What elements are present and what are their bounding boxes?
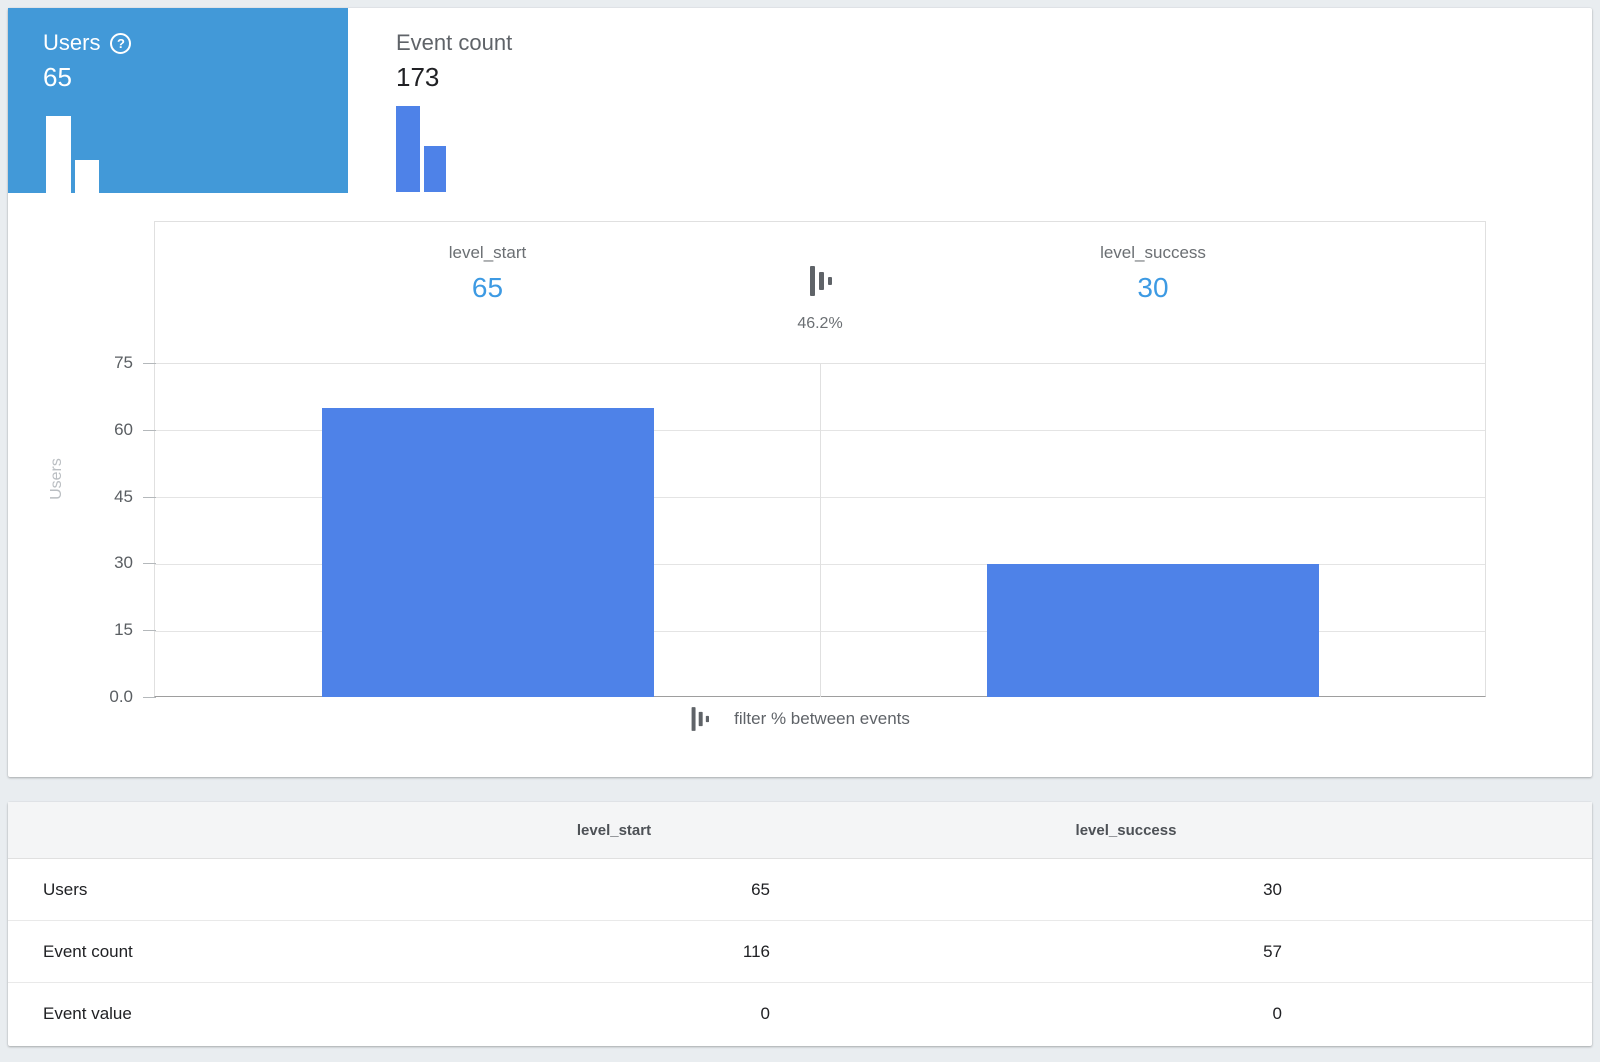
row-label: Event value bbox=[43, 1003, 132, 1023]
filter-note-label: filter % between events bbox=[734, 709, 910, 728]
funnel-step-value: 30 bbox=[1137, 272, 1169, 303]
table-row: Event count 116 57 bbox=[8, 921, 1592, 983]
y-axis-tick: 45 bbox=[114, 487, 133, 506]
metric-card-users-value: 65 bbox=[43, 62, 72, 92]
table-header-level-success: level_success bbox=[1075, 821, 1177, 839]
y-axis-tick: 30 bbox=[114, 553, 133, 572]
cell-value: 0 bbox=[760, 1003, 770, 1023]
bar-chart-plot-area bbox=[155, 364, 1485, 697]
table-row: Event value 0 0 bbox=[8, 983, 1592, 1044]
funnel-step-level-start: level_start 65 bbox=[155, 222, 820, 304]
events-table-panel: level_start level_success Users 65 30 Ev… bbox=[8, 802, 1592, 1046]
cell-value: 0 bbox=[1272, 1003, 1282, 1023]
metric-card-event-count-title: Event count bbox=[396, 30, 513, 55]
y-axis-tick: 60 bbox=[114, 420, 133, 439]
column-divider-gridline bbox=[820, 364, 821, 697]
row-label: Users bbox=[43, 879, 88, 899]
filter-bars-icon bbox=[810, 266, 832, 296]
bar-level-success[interactable] bbox=[987, 563, 1319, 697]
metric-card-event-count-value: 173 bbox=[396, 62, 440, 92]
y-axis-tick-mark bbox=[143, 563, 156, 564]
filter-note: filter % between events bbox=[8, 703, 1592, 735]
funnel-chart: level_start 65 46.2% level_success 30 bbox=[154, 221, 1486, 697]
funnel-step-name: level_start bbox=[448, 243, 527, 262]
funnel-step-name: level_success bbox=[1100, 243, 1206, 262]
metric-card-users[interactable]: Users ? 65 bbox=[8, 8, 348, 197]
funnel-step-value: 65 bbox=[471, 272, 504, 303]
y-axis-tick: 0.0 bbox=[109, 687, 133, 706]
cell-value: 30 bbox=[1263, 879, 1282, 899]
bar-level-start[interactable] bbox=[322, 408, 654, 697]
help-icon[interactable]: ? bbox=[110, 32, 132, 54]
table-header-level-start: level_start bbox=[576, 821, 652, 839]
cell-value: 65 bbox=[751, 879, 770, 899]
y-axis-title: Users bbox=[48, 458, 65, 500]
metric-card-users-title: Users bbox=[43, 30, 101, 55]
mini-bar-chart-icon bbox=[46, 116, 116, 197]
funnel-report-panel: Users ? 65 Event count 173 level_start 6… bbox=[8, 8, 1592, 777]
cell-value: 116 bbox=[742, 941, 770, 961]
funnel-conversion-rate: 46.2% bbox=[797, 315, 843, 332]
y-axis-tick-mark bbox=[143, 363, 156, 364]
y-axis-tick-mark bbox=[143, 697, 156, 698]
row-label: Event count bbox=[43, 941, 133, 961]
table-row: Users 65 30 bbox=[8, 859, 1592, 921]
funnel-step-level-success: level_success 30 bbox=[821, 222, 1485, 304]
table-header-row: level_start level_success bbox=[8, 802, 1592, 859]
mini-bar-chart-icon bbox=[396, 106, 466, 192]
y-axis-tick: 75 bbox=[114, 353, 133, 372]
y-axis-tick-mark bbox=[143, 497, 156, 498]
y-axis-tick-mark bbox=[143, 630, 156, 631]
y-axis-tick-mark bbox=[143, 430, 156, 431]
filter-bars-icon bbox=[691, 707, 710, 731]
cell-value: 57 bbox=[1263, 941, 1282, 961]
y-axis-tick: 15 bbox=[114, 620, 133, 639]
metric-card-event-count[interactable]: Event count 173 bbox=[388, 8, 728, 193]
funnel-conversion: 46.2% bbox=[720, 222, 920, 333]
funnel-chart-header: level_start 65 46.2% level_success 30 bbox=[155, 222, 1485, 364]
